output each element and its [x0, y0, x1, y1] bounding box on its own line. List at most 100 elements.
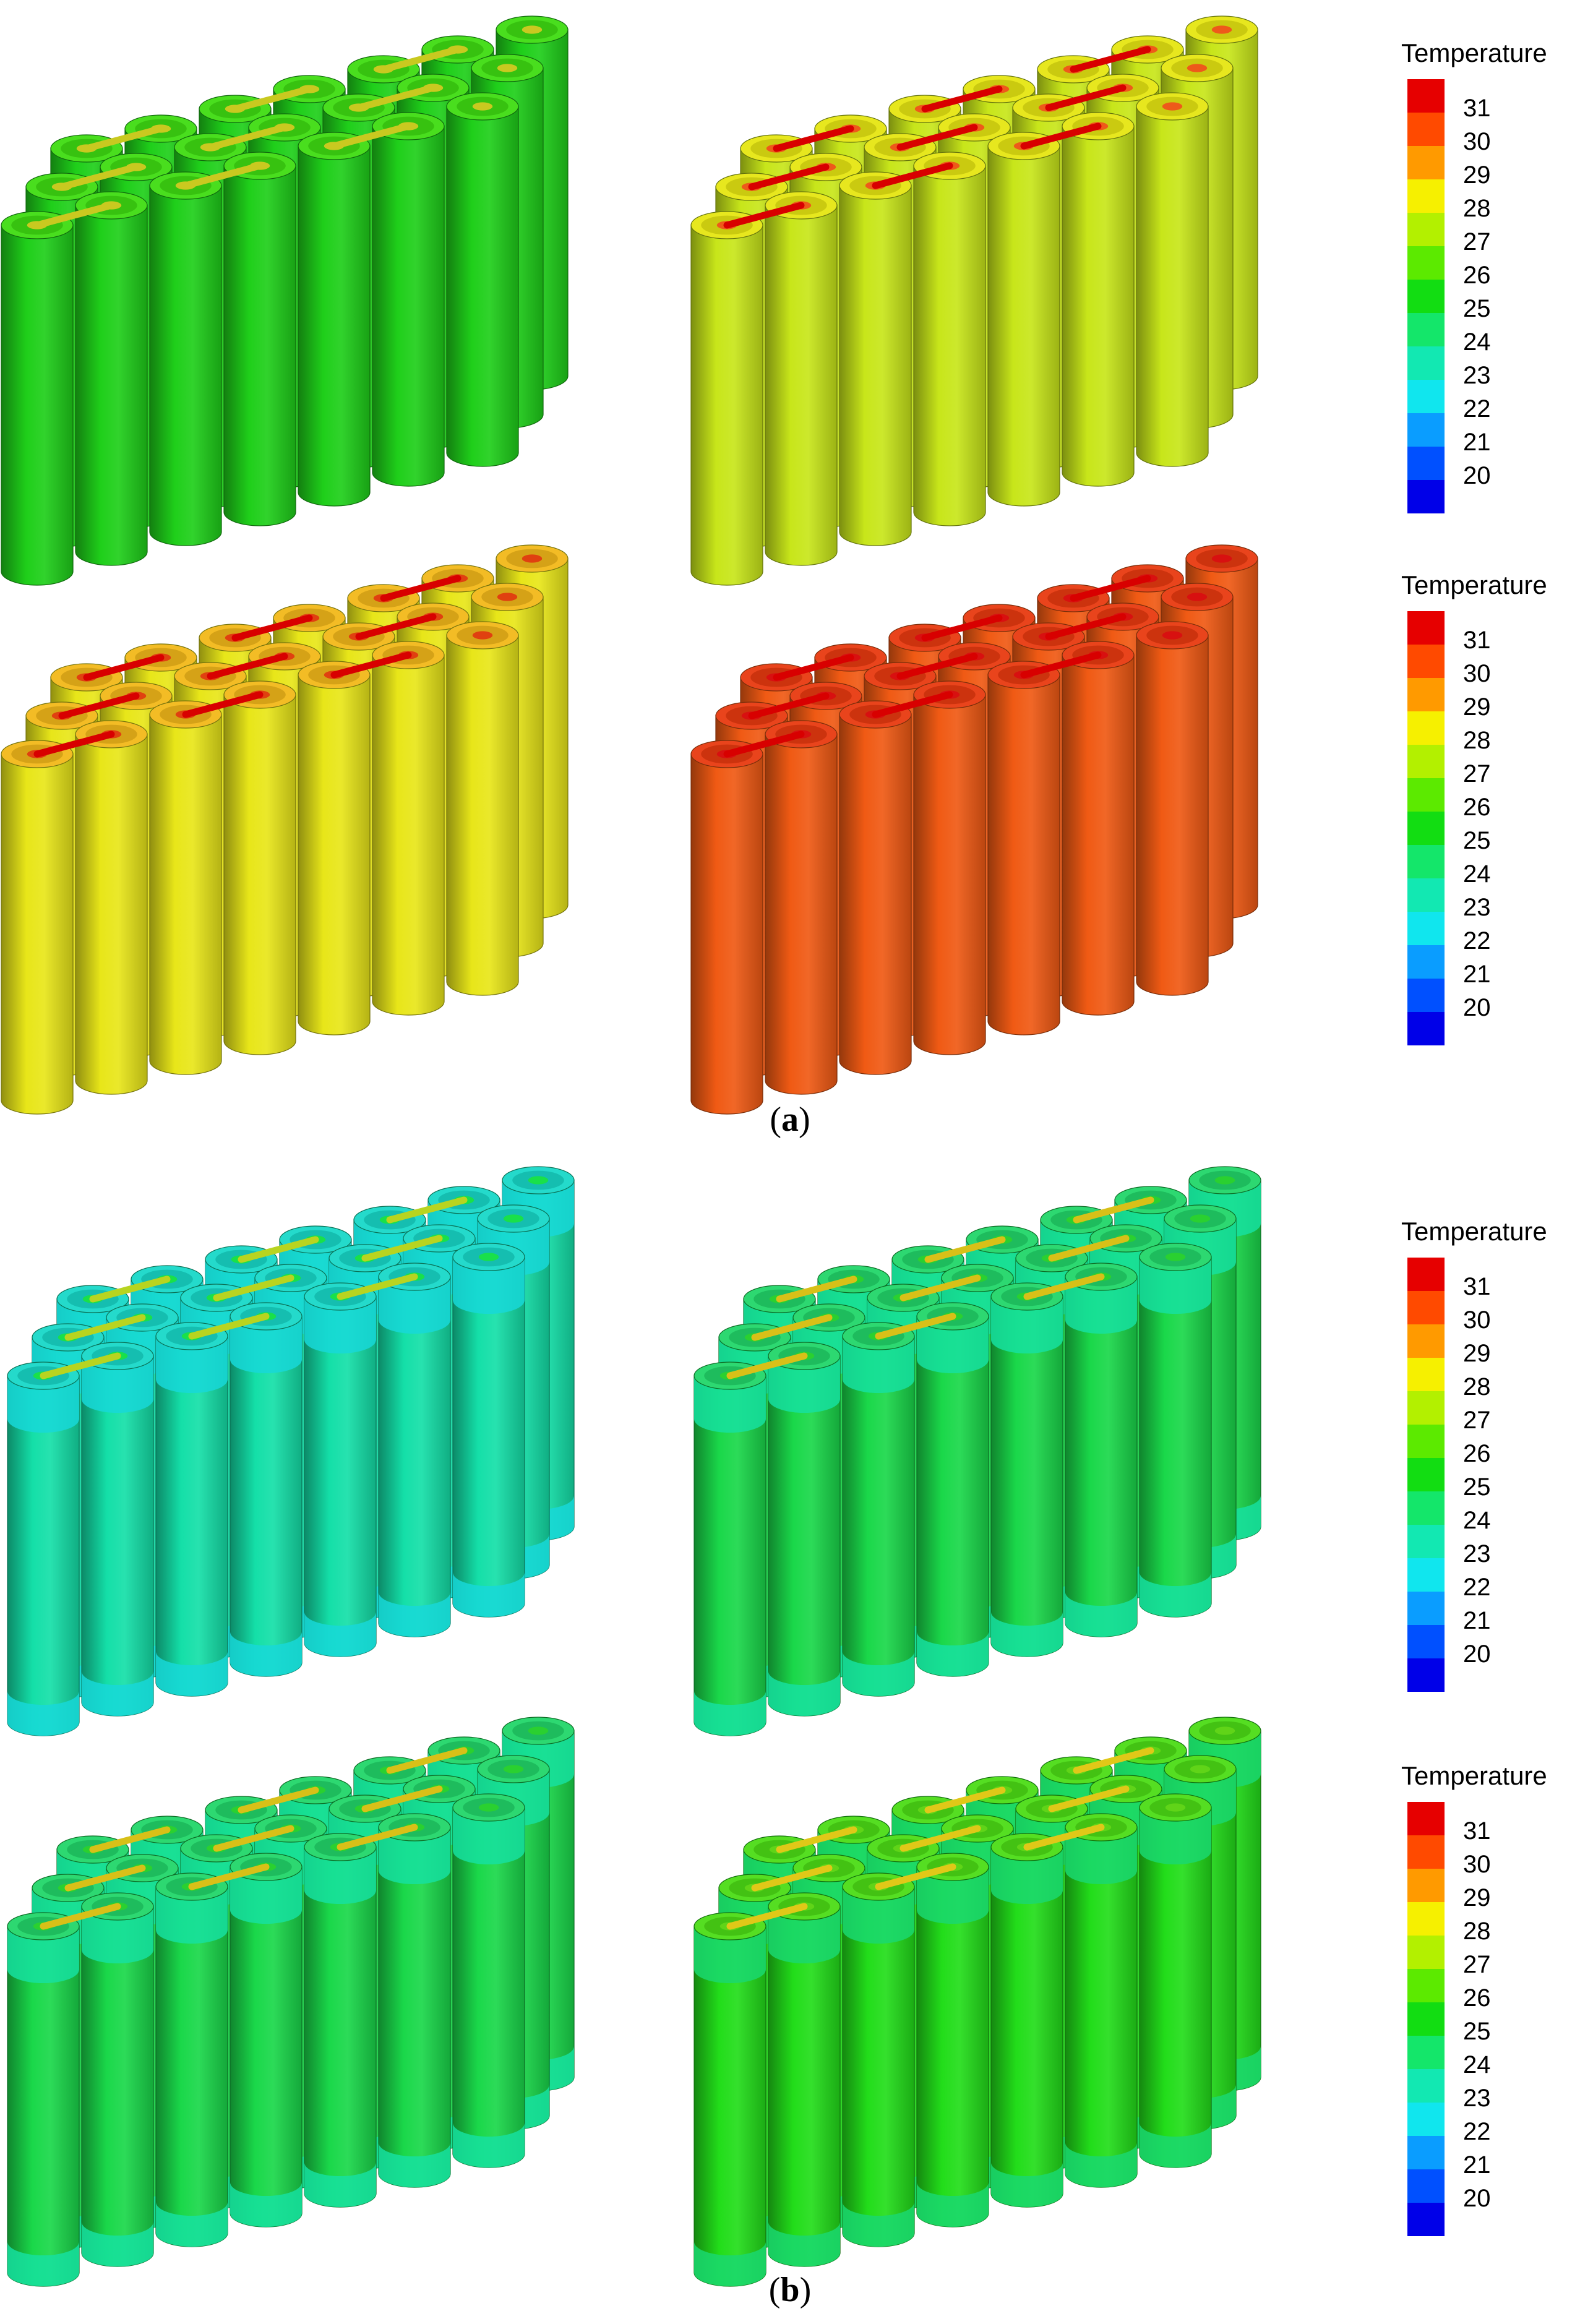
- colorbar-segment: [1407, 2002, 1445, 2036]
- colorbar-tick-label: 26: [1463, 1984, 1491, 2012]
- colorbar-tick-label: 25: [1463, 295, 1491, 322]
- busbar-strap: [723, 731, 805, 758]
- busbar-strap: [361, 1235, 443, 1262]
- colorbar-tick-label: 26: [1463, 1440, 1491, 1467]
- busbar-strap: [33, 731, 115, 758]
- colorbar-tick-label: 22: [1463, 2118, 1491, 2145]
- colorbar-tick-label: 25: [1463, 2018, 1491, 2045]
- colorbar-segment: [1407, 745, 1445, 778]
- battery-cell: [452, 1793, 525, 2168]
- colorbar-segment: [1407, 146, 1445, 179]
- colorbar-tick-label: 26: [1463, 262, 1491, 289]
- busbar-strap: [776, 1276, 857, 1303]
- colorbar-segment: [1407, 246, 1445, 280]
- busbar-strap: [776, 1826, 857, 1853]
- colorbar-tick-label: 22: [1463, 927, 1491, 954]
- colorbar-segment: [1407, 878, 1445, 912]
- colorbar-tick-label: 30: [1463, 660, 1491, 687]
- busbar-strap: [386, 1747, 468, 1774]
- battery-cell: [7, 1912, 80, 2287]
- busbar-strap: [238, 1236, 319, 1263]
- busbar-strap: [238, 1786, 319, 1814]
- battery-cell: [149, 700, 222, 1075]
- battery-cell: [842, 1872, 915, 2247]
- colorbar-segment: [1407, 1936, 1445, 1969]
- colorbar-segment: [1407, 1592, 1445, 1625]
- colorbar-tick-label: 27: [1463, 1951, 1491, 1978]
- colorbar-tick-label: 31: [1463, 627, 1491, 654]
- busbar-strap: [748, 692, 830, 719]
- battery-cell: [1, 740, 74, 1115]
- colorbar-segment: [1407, 1458, 1445, 1491]
- colorbar-tick-label: 24: [1463, 2051, 1491, 2078]
- battery-cell: [75, 720, 148, 1095]
- caption-a: (a): [770, 1100, 810, 1139]
- colorbar-segment: [1407, 2103, 1445, 2136]
- battery-cell: [1062, 112, 1135, 487]
- colorbar-segment: [1407, 2203, 1445, 2236]
- colorbar-segment: [1407, 1835, 1445, 1869]
- colorbar-segment: [1407, 645, 1445, 678]
- busbar-strap: [872, 162, 953, 189]
- battery-cell: [1139, 1243, 1212, 1618]
- colorbar-1: Temperature 31 30 29 28 27 26 25 24 23 22 21 20: [1401, 38, 1547, 513]
- colorbar-tick-label: 27: [1463, 760, 1491, 787]
- busbar-strap: [213, 1825, 294, 1852]
- battery-cell: [372, 112, 445, 487]
- colorbar-tick-label: 24: [1463, 860, 1491, 888]
- colorbar-tick-label: 22: [1463, 1574, 1491, 1601]
- colorbar-segment: [1407, 611, 1445, 645]
- colorbar-tick-label: 27: [1463, 1407, 1491, 1434]
- busbar-strap: [1023, 1273, 1105, 1300]
- colorbar-segment: [1407, 480, 1445, 513]
- battery-pack-a3: [1, 544, 569, 1115]
- colorbar-title: Temperature: [1401, 1761, 1547, 1790]
- battery-cell: [916, 1302, 989, 1677]
- busbar-strap: [899, 1274, 981, 1301]
- busbar-strap: [330, 651, 412, 679]
- colorbar-tick-label: 24: [1463, 1507, 1491, 1534]
- battery-pack-panels: [1, 15, 1261, 2287]
- colorbar-segment: [1407, 1491, 1445, 1525]
- battery-cell: [298, 132, 371, 507]
- busbar-strap: [921, 85, 1003, 113]
- busbar-strap: [872, 691, 953, 718]
- battery-pack-b2: [693, 1166, 1261, 1736]
- colorbar-tick-label: 30: [1463, 1851, 1491, 1878]
- colorbar-segment: [1407, 711, 1445, 745]
- colorbar-segment: [1407, 1802, 1445, 1835]
- colorbar-tick-label: 28: [1463, 1918, 1491, 1945]
- colorbar-tick-label: 21: [1463, 1607, 1491, 1634]
- colorbar-title: Temperature: [1401, 570, 1547, 599]
- colorbar-tick-label: 23: [1463, 1540, 1491, 1567]
- battery-cell: [223, 680, 296, 1055]
- battery-cell: [987, 132, 1060, 507]
- battery-cell: [1062, 641, 1135, 1016]
- busbar-strap: [40, 1903, 121, 1930]
- battery-cell: [1065, 1263, 1138, 1637]
- colorbar-tick-label: 31: [1463, 95, 1491, 122]
- busbar-strap: [188, 1313, 270, 1340]
- busbar-strap: [751, 1314, 833, 1341]
- colorbar-segment: [1407, 447, 1445, 480]
- colorbar-tick-label: 21: [1463, 961, 1491, 988]
- colorbar-segment: [1407, 2036, 1445, 2069]
- battery-cell: [765, 191, 838, 566]
- battery-cell: [81, 1342, 154, 1717]
- colorbar-tick-label: 30: [1463, 128, 1491, 155]
- colorbar-tick-label: 20: [1463, 2185, 1491, 2212]
- busbar-strap: [58, 692, 140, 719]
- colorbar-segment: [1407, 912, 1445, 945]
- colorbar-segment: [1407, 1324, 1445, 1358]
- colorbar-segment: [1407, 2169, 1445, 2203]
- busbar-strap: [726, 1903, 808, 1930]
- colorbar-tick-label: 28: [1463, 1373, 1491, 1400]
- battery-pack-b4: [693, 1717, 1261, 2287]
- busbar-strap: [207, 653, 288, 680]
- battery-cell: [155, 1322, 228, 1697]
- colorbar-segment: [1407, 678, 1445, 711]
- busbar-strap: [899, 1825, 981, 1852]
- colorbar-segment: [1407, 1425, 1445, 1458]
- colorbar-segment: [1407, 1525, 1445, 1558]
- battery-cell: [81, 1892, 154, 2267]
